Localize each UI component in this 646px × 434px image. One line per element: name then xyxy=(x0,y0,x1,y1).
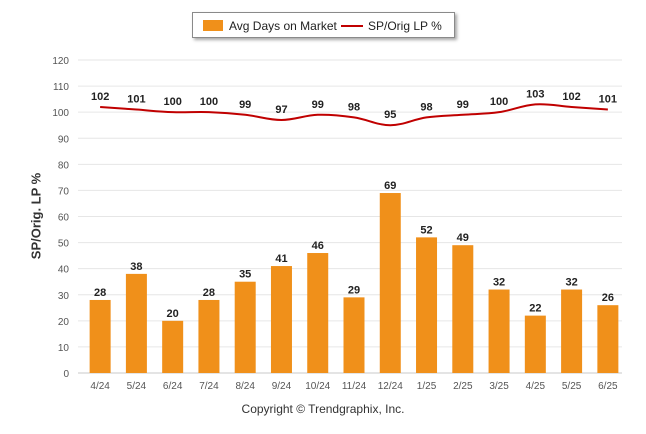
y-tick-label: 30 xyxy=(58,291,70,302)
line-data-label: 101 xyxy=(599,94,617,106)
bar-data-label: 22 xyxy=(529,303,541,315)
bar xyxy=(597,305,619,373)
line-data-label: 100 xyxy=(163,96,181,108)
bar-data-label: 32 xyxy=(493,277,505,289)
y-tick-label: 60 xyxy=(58,213,70,224)
copyright-text: Copyright © Trendgraphix, Inc. xyxy=(241,402,405,416)
bar xyxy=(234,281,256,373)
bar-data-label: 26 xyxy=(602,292,614,304)
bar xyxy=(379,193,401,373)
bar xyxy=(162,320,184,373)
x-tick-label: 5/24 xyxy=(127,381,147,392)
bar xyxy=(307,253,329,373)
line-data-label: 98 xyxy=(348,101,360,113)
line-data-label: 99 xyxy=(239,99,251,111)
y-tick-label: 20 xyxy=(58,317,70,328)
bar-data-label: 28 xyxy=(94,287,106,299)
bar xyxy=(125,273,147,373)
y-tick-label: 90 xyxy=(58,134,70,145)
line-data-label: 99 xyxy=(312,99,324,111)
bar-data-label: 41 xyxy=(275,253,287,265)
bar xyxy=(343,297,365,373)
bar-data-label: 28 xyxy=(203,287,215,299)
line-data-label: 95 xyxy=(384,109,396,121)
bar-data-label: 29 xyxy=(348,284,360,296)
line-series xyxy=(100,103,608,127)
y-tick-label: 120 xyxy=(52,56,69,67)
x-tick-label: 6/25 xyxy=(598,381,618,392)
x-tick-label: 4/24 xyxy=(90,381,110,392)
bar-data-label: 52 xyxy=(420,224,432,236)
line-data-label: 101 xyxy=(127,94,145,106)
y-tick-label: 80 xyxy=(58,160,70,171)
legend-bar-label: Avg Days on Market xyxy=(229,19,337,33)
bar-data-label: 20 xyxy=(167,308,179,320)
bar-data-label: 46 xyxy=(312,240,324,252)
y-tick-label: 40 xyxy=(58,265,70,276)
x-tick-label: 4/25 xyxy=(526,381,546,392)
bar xyxy=(198,299,220,373)
y-axis-label: SP/Orig. LP % xyxy=(28,172,44,260)
line-data-label: 99 xyxy=(457,99,469,111)
legend-bar-swatch xyxy=(203,20,223,31)
y-tick-label: 70 xyxy=(58,186,70,197)
y-tick-label: 110 xyxy=(53,82,69,93)
line-data-label: 103 xyxy=(526,88,544,100)
line-data-label: 100 xyxy=(490,96,508,108)
x-tick-label: 3/25 xyxy=(489,381,509,392)
bar xyxy=(270,266,292,373)
line-data-label: 98 xyxy=(420,101,432,113)
bar xyxy=(561,289,583,373)
bar-data-label: 38 xyxy=(130,261,142,273)
legend-line-swatch xyxy=(341,25,363,27)
x-tick-label: 8/24 xyxy=(235,381,255,392)
x-tick-label: 9/24 xyxy=(272,381,292,392)
y-tick-label: 100 xyxy=(52,108,69,119)
bar-data-label: 49 xyxy=(457,232,469,244)
line-data-label: 102 xyxy=(91,91,109,103)
legend-line-label: SP/Orig LP % xyxy=(368,19,442,33)
x-tick-label: 5/25 xyxy=(562,381,582,392)
line-data-label: 97 xyxy=(275,104,287,116)
x-tick-label: 1/25 xyxy=(417,381,437,392)
x-tick-label: 2/25 xyxy=(453,381,473,392)
x-tick-label: 12/24 xyxy=(378,381,403,392)
bar xyxy=(524,315,546,373)
x-tick-label: 6/24 xyxy=(163,381,183,392)
line-data-label: 102 xyxy=(562,91,580,103)
bar-data-label: 35 xyxy=(239,269,251,281)
bar-data-label: 69 xyxy=(384,180,396,192)
y-tick-label: 10 xyxy=(58,343,70,354)
bar xyxy=(452,245,474,373)
x-tick-label: 7/24 xyxy=(199,381,219,392)
bar xyxy=(416,237,438,373)
bar xyxy=(488,289,510,373)
bar-data-label: 32 xyxy=(565,277,577,289)
y-tick-label: 50 xyxy=(58,239,70,250)
line-data-label: 100 xyxy=(200,96,218,108)
x-tick-label: 10/24 xyxy=(305,381,330,392)
legend: Avg Days on Market SP/Orig LP % xyxy=(192,12,455,38)
bar xyxy=(89,299,111,373)
y-tick-label: 0 xyxy=(63,369,69,380)
x-tick-label: 11/24 xyxy=(342,381,367,392)
